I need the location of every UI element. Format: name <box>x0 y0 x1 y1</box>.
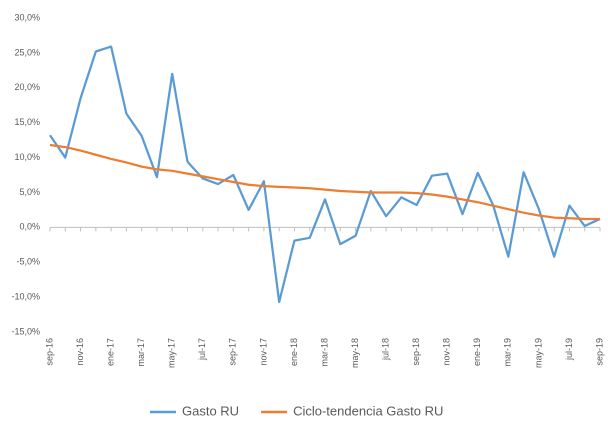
y-tick-label: -15,0% <box>11 326 40 336</box>
x-tick-label: nov-16 <box>75 338 85 366</box>
y-tick-label: 5,0% <box>19 187 40 197</box>
y-tick-label: -10,0% <box>11 291 40 301</box>
y-tick-label: 30,0% <box>14 12 40 22</box>
x-tick-label: jul-18 <box>380 338 390 361</box>
x-tick-label: may-18 <box>350 338 360 368</box>
x-tick-label: mar-17 <box>136 338 146 367</box>
y-tick-label: 20,0% <box>14 82 40 92</box>
y-tick-label: 0,0% <box>19 222 40 232</box>
x-tick-label: mar-18 <box>319 338 329 367</box>
x-tick-label: ene-19 <box>472 338 482 366</box>
x-tick-label: ene-17 <box>105 338 115 366</box>
x-tick-label: nov-18 <box>442 338 452 366</box>
x-tick-label: jul-19 <box>564 338 574 361</box>
series-line <box>49 143 600 221</box>
x-tick-label: sep-16 <box>44 338 54 366</box>
x-tick-label: nov-17 <box>258 338 268 366</box>
legend-label: Ciclo-tendencia Gasto RU <box>293 403 443 418</box>
legend-label: Gasto RU <box>182 403 239 418</box>
x-tick-label: sep-19 <box>594 338 604 366</box>
y-tick-label: 15,0% <box>14 117 40 127</box>
x-tick-label: may-19 <box>533 338 543 368</box>
x-tick-label: mar-19 <box>503 338 513 367</box>
x-tick-label: ene-18 <box>289 338 299 366</box>
x-tick-label: sep-18 <box>411 338 421 366</box>
x-tick-label: may-17 <box>167 338 177 368</box>
x-tick-label: sep-17 <box>228 338 238 366</box>
y-tick-label: 25,0% <box>14 47 40 57</box>
y-tick-label: -5,0% <box>16 257 40 267</box>
series-line <box>49 45 601 304</box>
y-tick-label: 10,0% <box>14 152 40 162</box>
x-tick-label: jul-17 <box>197 338 207 361</box>
